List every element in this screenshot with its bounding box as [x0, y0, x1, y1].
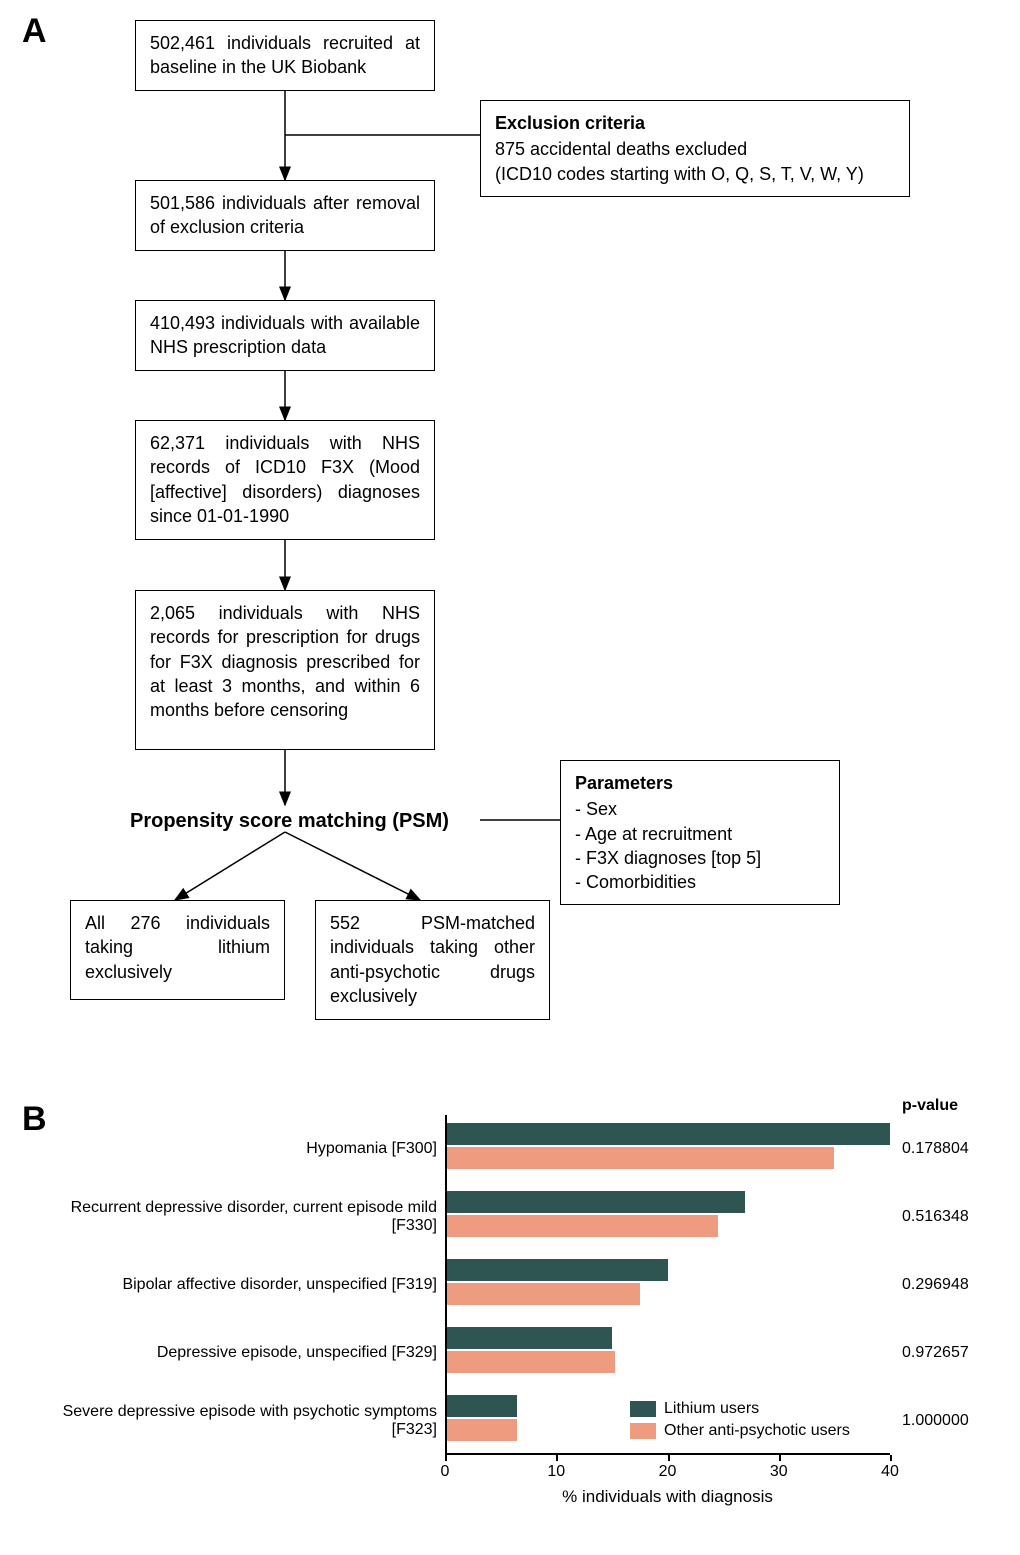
side-box-line: 875 accidental deaths excluded — [495, 137, 895, 161]
side-box-title: Parameters — [575, 771, 825, 795]
x-axis-label: % individuals with diagnosis — [445, 1487, 890, 1507]
bar-chart: p-value Hypomania [F300]0.178804Recurren… — [40, 1115, 980, 1545]
category-label: Bipolar affective disorder, unspecified … — [45, 1251, 445, 1319]
tick-mark — [890, 1455, 892, 1461]
pvalue-header: p-value — [902, 1097, 958, 1115]
side-box-bullet: Comorbidities — [575, 870, 825, 894]
side-box: ParametersSexAge at recruitmentF3X diagn… — [560, 760, 840, 905]
side-box-bullet: F3X diagnoses [top 5] — [575, 846, 825, 870]
side-box-line: (ICD10 codes starting with O, Q, S, T, V… — [495, 162, 895, 186]
legend-swatch — [630, 1401, 656, 1417]
flow-box: 2,065 individuals with NHS records for p… — [135, 590, 435, 750]
flow-box: 502,461 individuals recruited at baselin… — [135, 20, 435, 91]
tick-label: 20 — [653, 1463, 683, 1481]
flow-box: All 276 individuals taking lithium exclu… — [70, 900, 285, 1000]
flow-box: 552 PSM-matched individuals taking other… — [315, 900, 550, 1020]
category-label: Severe depressive episode with psychotic… — [45, 1387, 445, 1455]
tick-mark — [668, 1455, 670, 1461]
flow-box: 501,586 individuals after removal of exc… — [135, 180, 435, 251]
pvalue: 0.516348 — [902, 1183, 969, 1251]
figure: A 502,461 individuals recruited at basel… — [0, 0, 1020, 1555]
tick-label: 30 — [764, 1463, 794, 1481]
side-box-bullet: Age at recruitment — [575, 822, 825, 846]
legend-label: Lithium users — [664, 1400, 759, 1418]
category-label: Depressive episode, unspecified [F329] — [45, 1319, 445, 1387]
tick-label: 10 — [541, 1463, 571, 1481]
flow-box: 62,371 individuals with NHS records of I… — [135, 420, 435, 540]
panel-a-label: A — [22, 12, 47, 51]
side-box-bullet: Sex — [575, 797, 825, 821]
chart-legend: Lithium users Other anti-psychotic users — [630, 1400, 850, 1444]
tick-mark — [779, 1455, 781, 1461]
tick-label: 40 — [875, 1463, 905, 1481]
legend-item: Lithium users — [630, 1400, 850, 1418]
pvalue: 0.296948 — [902, 1251, 969, 1319]
legend-label: Other anti-psychotic users — [664, 1422, 850, 1440]
flow-box: 410,493 individuals with available NHS p… — [135, 300, 435, 371]
side-box-title: Exclusion criteria — [495, 111, 895, 135]
category-label: Recurrent depressive disorder, current e… — [45, 1183, 445, 1251]
pvalue: 1.000000 — [902, 1387, 969, 1455]
category-label: Hypomania [F300] — [45, 1115, 445, 1183]
tick-mark — [556, 1455, 558, 1461]
legend-swatch — [630, 1423, 656, 1439]
side-box: Exclusion criteria875 accidental deaths … — [480, 100, 910, 197]
psm-label: Propensity score matching (PSM) — [130, 810, 449, 833]
legend-item: Other anti-psychotic users — [630, 1422, 850, 1440]
pvalue: 0.972657 — [902, 1319, 969, 1387]
pvalue: 0.178804 — [902, 1115, 969, 1183]
side-box-list: SexAge at recruitmentF3X diagnoses [top … — [575, 797, 825, 894]
tick-label: 0 — [430, 1463, 460, 1481]
tick-mark — [445, 1455, 447, 1461]
